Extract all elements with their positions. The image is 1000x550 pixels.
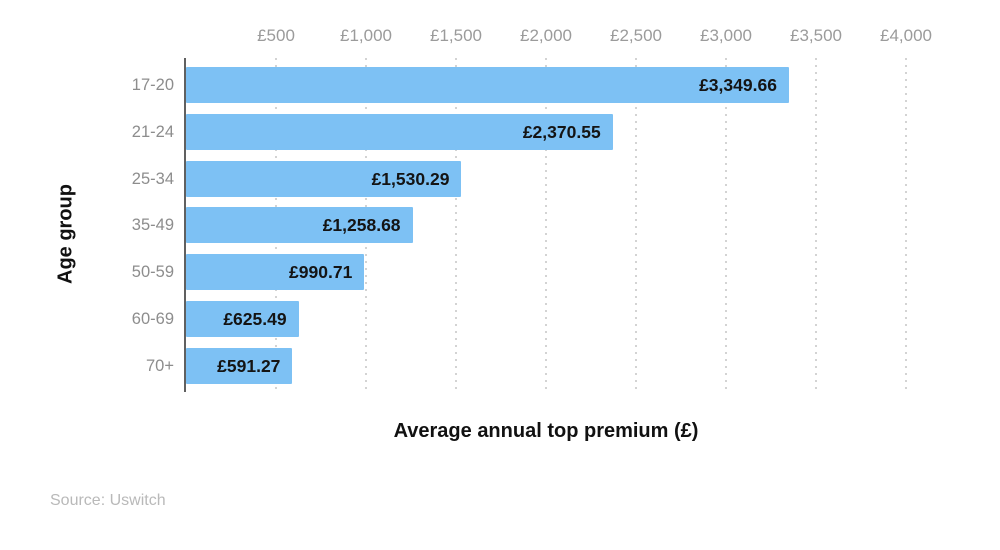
y-axis-title: Age group	[54, 184, 77, 284]
gridline	[905, 58, 907, 392]
bar-value-label: £1,258.68	[322, 215, 401, 236]
gridline	[635, 58, 637, 392]
bar-60-69: £625.49	[186, 301, 299, 337]
y-category-label: 70+	[146, 356, 174, 375]
bar-value-label: £591.27	[217, 355, 281, 376]
bar-value-label: £1,530.29	[371, 168, 450, 189]
gridline	[545, 58, 547, 392]
x-axis-title: Average annual top premium (£)	[393, 420, 699, 442]
x-tick-label: £500	[257, 26, 295, 45]
bar-value-label: £3,349.66	[699, 75, 777, 95]
y-category-label: 21-24	[131, 122, 174, 141]
gridline	[725, 58, 727, 392]
x-tick-label: £2,000	[520, 26, 572, 45]
y-axis-line	[184, 58, 186, 392]
gridline	[455, 58, 457, 392]
x-tick-label: £2,500	[610, 26, 662, 45]
bar-25-34: £1,530.29	[186, 160, 462, 197]
bar-35-49: £1,258.68	[186, 207, 413, 244]
bar-value-label: £2,370.55	[522, 121, 601, 142]
bar-70+: £591.27	[186, 347, 293, 384]
x-tick-label: £1,500	[430, 26, 482, 45]
x-tick-label: £1,000	[340, 26, 392, 45]
x-tick-label: £4,000	[880, 26, 932, 45]
y-category-label: 50-59	[131, 263, 174, 282]
y-category-label: 25-34	[131, 169, 174, 188]
y-category-label: 35-49	[131, 216, 174, 235]
source-caption: Source: Uswitch	[50, 492, 166, 509]
bar-17-20: £3,349.66	[186, 67, 789, 103]
y-category-label: 60-69	[131, 310, 174, 328]
gridline	[815, 58, 817, 392]
bar-50-59: £990.71	[186, 254, 365, 291]
bar-21-24: £2,370.55	[186, 113, 613, 150]
x-tick-label: £3,000	[700, 26, 752, 45]
y-category-label: 17-20	[131, 76, 174, 94]
x-tick-label: £3,500	[790, 26, 842, 45]
bar-value-label: £625.49	[223, 309, 287, 329]
bar-value-label: £990.71	[289, 262, 353, 283]
plot-area: £500 £1,000 £1,500 £2,000 £2,500 £3,000 £3,500…	[132, 26, 932, 392]
